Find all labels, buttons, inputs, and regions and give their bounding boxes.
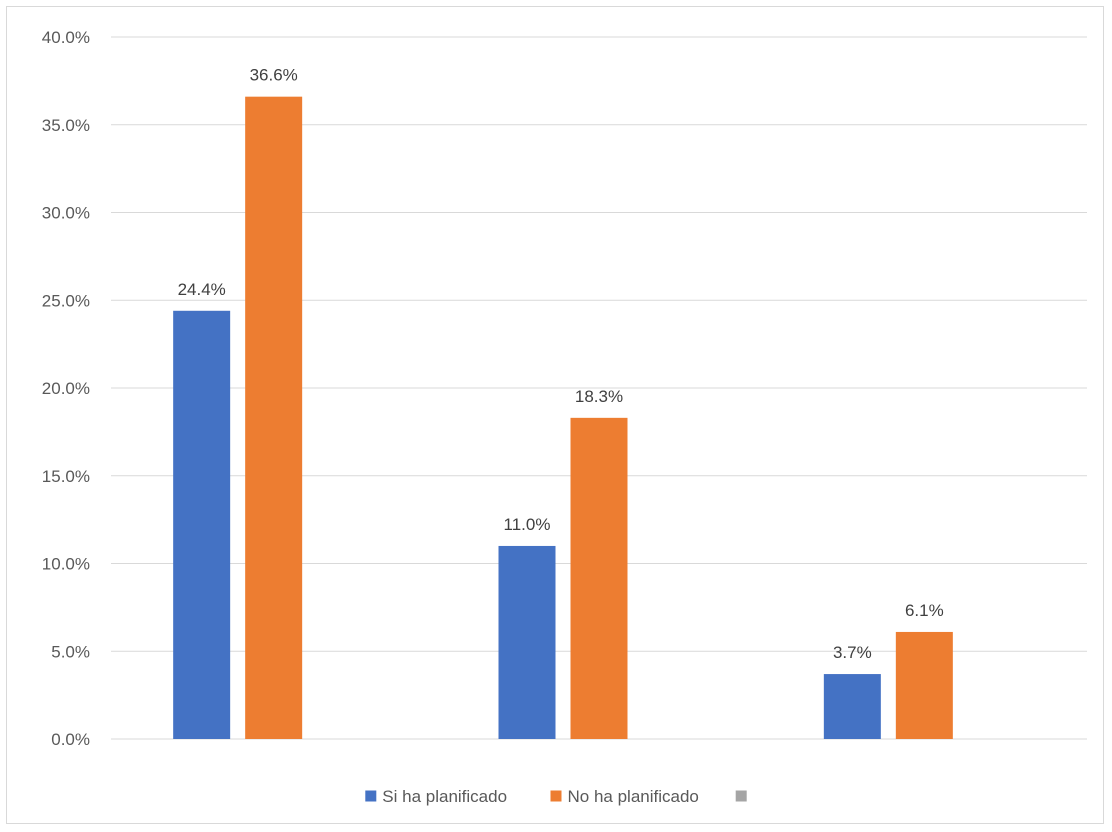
data-labels: 24.4% 11.0% 3.7% 36.6% 18.3% 6.1% xyxy=(178,66,944,662)
y-tick-label: 40.0% xyxy=(42,28,90,47)
legend-swatch xyxy=(365,790,377,802)
data-label: 11.0% xyxy=(504,515,551,534)
bar-no-ha-planificado xyxy=(245,96,303,740)
data-label: 36.6% xyxy=(250,66,298,85)
y-tick-label: 10.0% xyxy=(42,555,90,574)
y-tick-label: 15.0% xyxy=(42,467,90,486)
legend-label: Si ha planificado xyxy=(382,787,507,806)
y-tick-label: 35.0% xyxy=(42,116,90,135)
legend-swatch xyxy=(550,790,562,802)
legend-label: No ha planificado xyxy=(568,787,699,806)
y-axis-tick-labels: 0.0% 5.0% 10.0% 15.0% 20.0% 25.0% 30.0% 35.0% 40… xyxy=(42,28,90,749)
bar-no-ha-planificado xyxy=(570,417,628,739)
legend: Si ha planificado No ha planificado xyxy=(365,787,747,806)
bar-si-ha-planificado xyxy=(498,545,556,739)
y-tick-label: 20.0% xyxy=(42,379,90,398)
data-label: 18.3% xyxy=(575,387,623,406)
legend-swatch xyxy=(735,790,747,802)
data-label: 6.1% xyxy=(905,601,944,620)
bar-si-ha-planificado xyxy=(823,674,881,739)
bar-si-ha-planificado xyxy=(173,310,231,739)
data-label: 3.7% xyxy=(833,643,872,662)
y-tick-label: 25.0% xyxy=(42,291,90,310)
y-tick-label: 30.0% xyxy=(42,204,90,223)
data-label: 24.4% xyxy=(178,280,226,299)
y-tick-label: 0.0% xyxy=(51,730,90,749)
bars xyxy=(173,96,953,740)
y-tick-label: 5.0% xyxy=(51,642,90,661)
bar-no-ha-planificado xyxy=(895,631,953,739)
